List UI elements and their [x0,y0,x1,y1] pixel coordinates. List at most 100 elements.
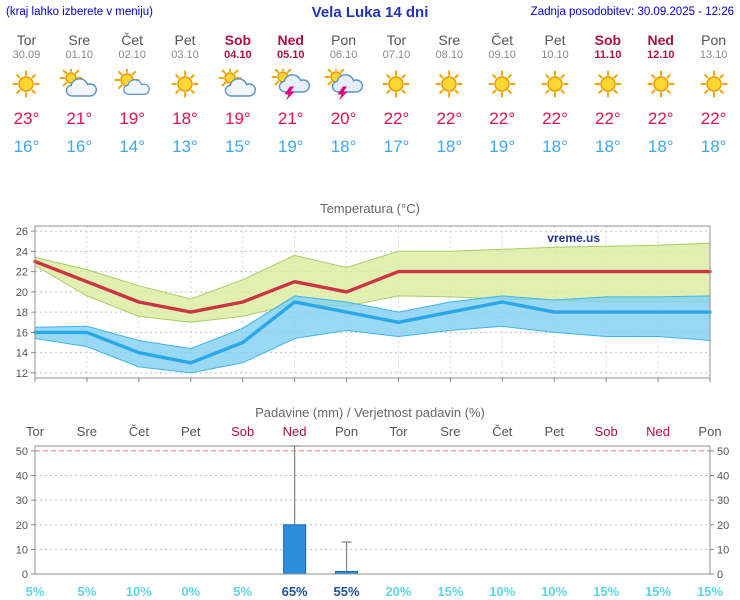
day-name: Čet [121,32,144,48]
precip-probability: 15% [593,584,619,599]
precip-day-label: Čet [129,424,150,439]
precip-day-label: Pon [335,424,358,439]
temp-max: 22° [595,109,621,128]
svg-text:40: 40 [16,471,28,483]
day-date: 11.10 [594,49,622,61]
precip-probability: 10% [541,584,567,599]
temp-min: 18° [700,137,727,156]
watermark-link[interactable]: vreme.us [547,231,600,245]
precip-probability: 5% [78,584,97,599]
day-date: 13.10 [699,49,728,61]
svg-text:50: 50 [16,446,28,458]
precip-day-label: Ned [646,424,670,439]
forecast-day-10.10: Pet 10.10 22° 18° [529,32,582,157]
day-name: Sre [68,32,91,48]
svg-text:20: 20 [717,520,729,532]
precip-probability: 0% [181,584,200,599]
day-name: Pet [174,32,196,48]
day-date: 06.10 [329,49,358,61]
temp-max: 19° [119,109,145,128]
precip-day-label: Tor [26,424,45,439]
precip-probability: 10% [126,584,152,599]
temp-min: 18° [330,137,357,156]
day-date: 10.10 [541,49,569,61]
svg-text:12: 12 [16,368,28,380]
header: (kraj lahko izberete v meniju) Vela Luka… [0,0,740,26]
svg-text:40: 40 [717,471,729,483]
temp-min: 14° [119,137,145,156]
forecast-day-07.10: Tor 07.10 22° 17° [370,32,423,157]
temp-min: 18° [647,137,674,156]
precip-day-label: Pet [181,424,201,439]
temp-max: 22° [436,109,463,128]
weather-icon-mostly-cloudy [53,69,106,105]
day-date: 30.09 [12,49,41,61]
day-date: 08.10 [435,49,464,61]
temp-max: 22° [542,109,568,128]
forecast-day-02.10: Čet 02.10 19° 14° [106,32,159,157]
precipitation-chart-title: Padavine (mm) / Verjetnost padavin (%) [255,405,485,420]
day-name: Sre [438,32,461,48]
day-name: Čet [491,32,514,48]
weather-icon-sunny [476,69,529,105]
weather-icon-sunny [634,69,687,105]
weather-icon-sunny [0,69,53,105]
precip-day-label: Sob [595,424,618,439]
svg-text:30: 30 [717,495,729,507]
menu-hint: (kraj lahko izberete v meniju) [6,6,154,18]
weather-icon-sunny [581,69,634,105]
temp-min: 18° [595,137,621,156]
temp-max: 23° [13,109,40,128]
day-name: Pon [701,32,727,48]
day-date: 04.10 [224,49,252,61]
svg-text:30: 30 [16,495,28,507]
precip-probability: 65% [282,584,308,599]
precip-day-label: Pon [698,424,721,439]
forecast-day-13.10: Pon 13.10 22° 18° [687,32,740,157]
precip-probability: 55% [334,584,360,599]
svg-text:16: 16 [16,327,28,339]
precip-day-label: Sob [231,424,254,439]
forecast-day-04.10: Sob 04.10 19° 15° [211,32,264,157]
weather-icon-partly-cloudy [106,69,159,105]
temp-max: 21° [66,109,93,128]
forecast-day-09.10: Čet 09.10 22° 19° [476,32,529,157]
precipitation-chart: Tor Sre Čet Pet Sob Ned Pon Tor Sre Čet Pet Sob Ned P… [0,422,740,600]
day-date: 12.10 [646,49,675,61]
forecast-day-06.10: Pon 06.10 20° 18° [317,32,370,157]
forecast-strip: Tor 30.09 23° 16° Sre 01.10 21° 16° Čet 02.10 19° 1… [0,32,740,157]
day-name: Sob [594,32,622,48]
svg-text:50: 50 [717,446,729,458]
weather-icon-sunny [529,69,582,105]
forecast-day-01.10: Sre 01.10 21° 16° [53,32,106,157]
day-name: Tor [16,32,37,48]
temp-min: 16° [13,137,40,156]
svg-text:26: 26 [16,226,28,238]
precip-probability: 20% [385,584,411,599]
day-date: 01.10 [65,49,94,61]
forecast-day-12.10: Ned 12.10 22° 18° [634,32,687,157]
svg-text:10: 10 [717,544,729,556]
temp-max: 19° [225,109,251,128]
svg-text:24: 24 [16,246,28,258]
day-name: Tor [386,32,407,48]
temperature-chart: 12 14 16 18 20 22 24 26 vreme.us [0,218,740,395]
temp-max: 20° [330,109,357,128]
precip-probability: 5% [233,584,252,599]
svg-text:22: 22 [16,267,28,279]
day-date: 07.10 [382,49,411,61]
weather-icon-thunderstorm [317,69,370,105]
weather-icon-sunny [370,69,423,105]
weather-icon-sunny [423,69,476,105]
svg-text:20: 20 [16,520,28,532]
precip-probability: 15% [697,584,723,599]
day-name: Ned [277,32,304,48]
precip-probability: 15% [437,584,463,599]
temp-max: 22° [647,109,674,128]
day-name: Ned [647,32,674,48]
temp-min: 18° [436,137,463,156]
temp-max: 18° [172,109,198,128]
temp-max: 21° [277,109,304,128]
forecast-day-05.10: Ned 05.10 21° 19° [264,32,317,157]
